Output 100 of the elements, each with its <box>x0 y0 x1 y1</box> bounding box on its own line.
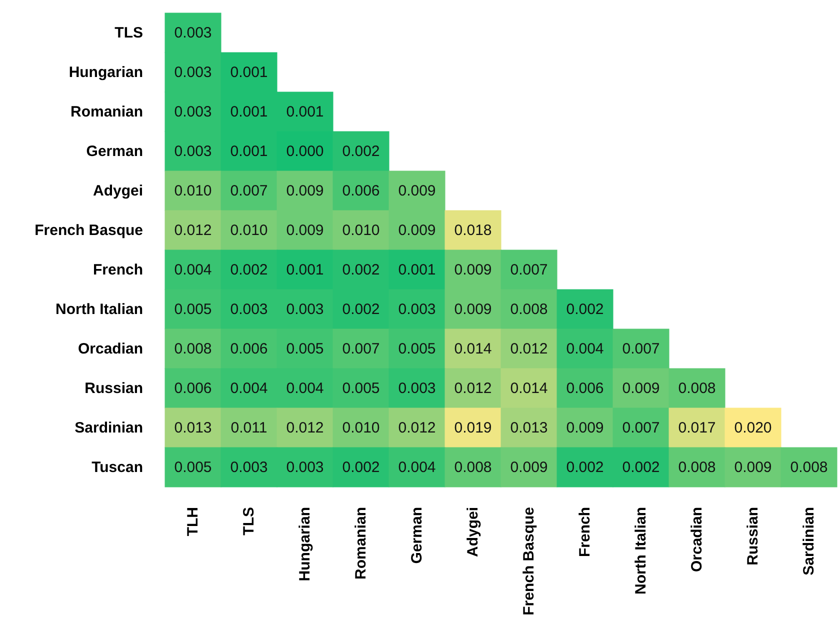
data-label: 0.019 <box>454 419 492 436</box>
data-label: 0.002 <box>566 458 604 476</box>
data-label: 0.002 <box>342 458 380 476</box>
data-label: 0.008 <box>678 458 716 476</box>
data-label: 0.002 <box>342 261 380 278</box>
data-label: 0.003 <box>230 458 268 476</box>
data-label: 0.003 <box>286 300 324 318</box>
y-tick-label: German <box>86 142 143 160</box>
x-tick-label: Russian <box>744 507 762 566</box>
data-label: 0.009 <box>734 458 772 476</box>
data-label: 0.004 <box>398 458 436 476</box>
data-label: 0.008 <box>174 340 212 358</box>
data-label: 0.006 <box>566 380 604 397</box>
data-label: 0.012 <box>398 419 436 436</box>
data-label: 0.008 <box>454 458 492 476</box>
y-tick-label: TLS <box>114 24 143 42</box>
data-label: 0.007 <box>230 182 268 200</box>
data-label: 0.000 <box>286 142 324 160</box>
data-label: 0.001 <box>230 103 268 120</box>
data-label: 0.010 <box>342 419 380 436</box>
data-label: 0.005 <box>174 458 212 476</box>
data-label: 0.011 <box>230 419 268 436</box>
y-tick-label: Russian <box>84 380 143 397</box>
data-label: 0.001 <box>398 261 436 278</box>
x-tick-label: French <box>576 507 594 558</box>
data-label: 0.013 <box>510 419 548 436</box>
x-tick-label: Hungarian <box>296 507 314 582</box>
data-label: 0.002 <box>566 300 604 318</box>
data-label: 0.007 <box>622 419 660 436</box>
y-tick-label: Adygei <box>92 182 143 200</box>
x-tick-label: Orcadian <box>688 507 706 572</box>
y-tick-label: French <box>92 261 143 278</box>
data-label: 0.009 <box>286 222 324 239</box>
data-label: 0.004 <box>566 340 604 358</box>
data-label: 0.005 <box>286 340 324 358</box>
data-label: 0.012 <box>174 222 212 239</box>
data-label: 0.007 <box>510 261 548 278</box>
data-label: 0.005 <box>174 300 212 318</box>
data-label: 0.005 <box>342 380 380 397</box>
data-label: 0.006 <box>230 340 268 358</box>
data-label: 0.009 <box>566 419 604 436</box>
data-label: 0.003 <box>398 300 436 318</box>
data-label: 0.004 <box>174 261 212 278</box>
x-tick-label: Sardinian <box>800 507 818 576</box>
data-label: 0.001 <box>286 261 324 278</box>
data-label: 0.012 <box>286 419 324 436</box>
data-label: 0.009 <box>286 182 324 200</box>
data-label: 0.010 <box>342 222 380 239</box>
data-label: 0.009 <box>622 380 660 397</box>
data-label: 0.006 <box>342 182 380 200</box>
data-label: 0.002 <box>342 142 380 160</box>
x-tick-label: French Basque <box>520 507 538 616</box>
data-label: 0.002 <box>230 261 268 278</box>
data-label: 0.020 <box>734 419 772 436</box>
data-label: 0.014 <box>510 380 548 397</box>
data-label: 0.017 <box>678 419 716 436</box>
x-tick-label: TLH <box>184 507 202 536</box>
y-tick-label: North Italian <box>55 300 143 318</box>
data-label: 0.005 <box>398 340 436 358</box>
data-label: 0.013 <box>174 419 212 436</box>
data-label: 0.003 <box>286 458 324 476</box>
data-label: 0.004 <box>286 380 324 397</box>
data-label: 0.012 <box>454 380 492 397</box>
data-label: 0.012 <box>510 340 548 358</box>
data-label: 0.006 <box>174 380 212 397</box>
x-tick-label: Adygei <box>464 507 482 558</box>
data-label: 0.003 <box>174 64 212 81</box>
data-label: 0.003 <box>174 103 212 120</box>
x-tick-label: Romanian <box>352 507 370 580</box>
data-label: 0.001 <box>286 103 324 120</box>
data-label: 0.009 <box>398 222 436 239</box>
x-tick-label: North Italian <box>632 507 650 595</box>
data-label: 0.010 <box>174 182 212 200</box>
data-label: 0.007 <box>342 340 380 358</box>
data-label: 0.014 <box>454 340 492 358</box>
data-label: 0.001 <box>230 142 268 160</box>
data-label: 0.010 <box>230 222 268 239</box>
data-label: 0.003 <box>174 24 212 42</box>
y-tick-label: Sardinian <box>74 419 143 436</box>
data-label: 0.008 <box>678 380 716 397</box>
x-tick-label: German <box>408 507 426 564</box>
y-tick-label: Romanian <box>70 103 143 120</box>
data-label: 0.009 <box>454 261 492 278</box>
data-label: 0.001 <box>230 64 268 81</box>
data-label: 0.007 <box>622 340 660 358</box>
data-label: 0.008 <box>790 458 828 476</box>
y-tick-label: Tuscan <box>92 458 143 476</box>
data-label: 0.009 <box>398 182 436 200</box>
data-label: 0.002 <box>342 300 380 318</box>
data-label: 0.003 <box>398 380 436 397</box>
y-tick-label: Hungarian <box>68 64 143 81</box>
data-label: 0.003 <box>174 142 212 160</box>
data-label: 0.009 <box>454 300 492 318</box>
data-label: 0.009 <box>510 458 548 476</box>
data-label: 0.008 <box>510 300 548 318</box>
data-label: 0.003 <box>230 300 268 318</box>
data-label: 0.004 <box>230 380 268 397</box>
data-label: 0.002 <box>622 458 660 476</box>
x-tick-label: TLS <box>240 507 258 536</box>
y-tick-label: Orcadian <box>78 340 143 358</box>
